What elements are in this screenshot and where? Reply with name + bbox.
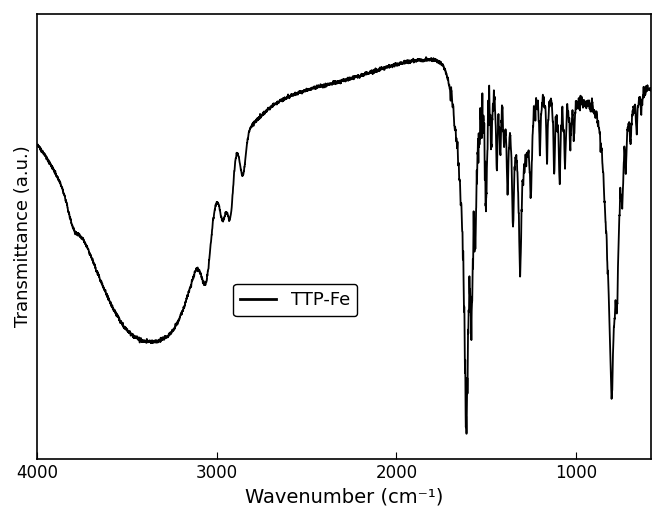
Legend: TTP-Fe: TTP-Fe (233, 284, 357, 316)
X-axis label: Wavenumber (cm⁻¹): Wavenumber (cm⁻¹) (245, 487, 444, 506)
Y-axis label: Transmittance (a.u.): Transmittance (a.u.) (14, 146, 32, 327)
